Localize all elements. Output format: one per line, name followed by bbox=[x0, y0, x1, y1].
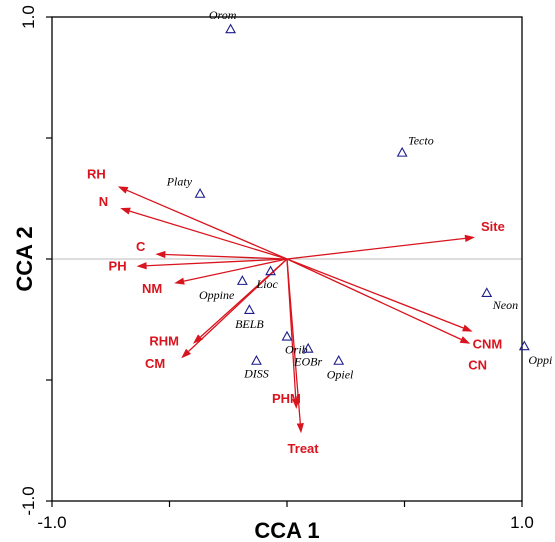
species-point-diss bbox=[251, 355, 262, 365]
environmental-vectors: RH N C PH NM RHM CM Site CNM CN PHM Treat bbox=[87, 166, 505, 456]
species-label-eobr: EOBr bbox=[293, 355, 322, 369]
vector-line-nm bbox=[183, 258, 288, 282]
vector-label-rh: RH bbox=[87, 166, 106, 181]
species-label-tecto: Tecto bbox=[408, 134, 434, 148]
vector-arrowhead-phm bbox=[292, 398, 300, 410]
vector-line-site bbox=[286, 237, 466, 260]
species-point-oppine bbox=[236, 275, 248, 285]
vector-arrowhead-cnm bbox=[462, 324, 473, 332]
vector-label-cn: CN bbox=[468, 358, 487, 373]
species-point-opiel bbox=[333, 355, 345, 365]
vector-line-c bbox=[165, 253, 288, 260]
vector-line-n bbox=[129, 210, 288, 260]
species-point-tecto bbox=[396, 146, 408, 157]
y-tick-label-max: 1.0 bbox=[19, 5, 38, 29]
species-point-belb bbox=[243, 304, 255, 314]
species-label-belb: BELB bbox=[235, 317, 264, 331]
y-axis-title: CCA 2 bbox=[12, 226, 37, 291]
x-axis-title: CCA 1 bbox=[254, 518, 319, 542]
vector-arrowhead-treat bbox=[296, 422, 304, 434]
species-point-neon bbox=[481, 287, 493, 298]
species-label-orom: Orom bbox=[209, 8, 237, 22]
vector-label-rhm: RHM bbox=[149, 334, 179, 349]
tick-marks bbox=[46, 16, 523, 507]
vector-arrowhead-nm bbox=[174, 277, 185, 285]
species-label-diss: DISS bbox=[243, 367, 269, 381]
x-tick-label-max: 1.0 bbox=[510, 513, 534, 532]
species-label-orib: Orib bbox=[285, 342, 308, 356]
species-point-lioc bbox=[265, 265, 276, 276]
tick-labels: -1.0 1.0 1.0 -1.0 bbox=[19, 5, 534, 532]
species-point-eobr bbox=[302, 342, 314, 353]
vector-arrowhead-rhm bbox=[193, 334, 203, 344]
vector-label-cm: CM bbox=[145, 356, 165, 371]
vector-line-ph bbox=[146, 258, 288, 267]
vector-arrowhead-rh bbox=[117, 186, 129, 194]
vector-line-cnm bbox=[286, 258, 464, 329]
vector-arrowhead-c bbox=[155, 250, 166, 259]
vector-arrowhead-site bbox=[464, 234, 475, 242]
vector-line-cm bbox=[188, 258, 288, 352]
species-label-lioc: Lioc bbox=[256, 277, 279, 291]
x-tick-label-min: -1.0 bbox=[37, 513, 66, 532]
species-point-oppi bbox=[518, 340, 530, 351]
species-label-platy: Platy bbox=[166, 175, 193, 189]
vector-label-ph: PH bbox=[109, 258, 127, 273]
vector-line-treat bbox=[286, 258, 301, 424]
species-label-oppine: Oppine bbox=[199, 288, 235, 302]
species-label-oppi: Oppi bbox=[528, 353, 552, 367]
vector-label-n: N bbox=[99, 194, 108, 209]
species-point-platy bbox=[194, 188, 206, 198]
species-point-orom bbox=[225, 23, 237, 34]
vector-line-rh bbox=[126, 189, 288, 260]
vector-arrowhead-ph bbox=[136, 262, 147, 270]
vector-label-treat: Treat bbox=[288, 441, 320, 456]
vector-label-cnm: CNM bbox=[473, 337, 503, 352]
vector-line-cn bbox=[286, 258, 462, 341]
vector-label-nm: NM bbox=[142, 281, 162, 296]
vector-arrowhead-cm bbox=[181, 348, 192, 359]
vector-label-phm: PHM bbox=[272, 391, 301, 406]
y-tick-label-min: -1.0 bbox=[19, 486, 38, 515]
vector-label-c: C bbox=[136, 239, 146, 254]
vector-arrowhead-cn bbox=[459, 336, 471, 344]
species-label-opiel: Opiel bbox=[327, 368, 354, 382]
species-point-orib bbox=[281, 330, 293, 341]
vector-arrowhead-n bbox=[120, 207, 131, 215]
vector-label-site: Site bbox=[481, 219, 505, 234]
species-label-neon: Neon bbox=[492, 298, 518, 312]
